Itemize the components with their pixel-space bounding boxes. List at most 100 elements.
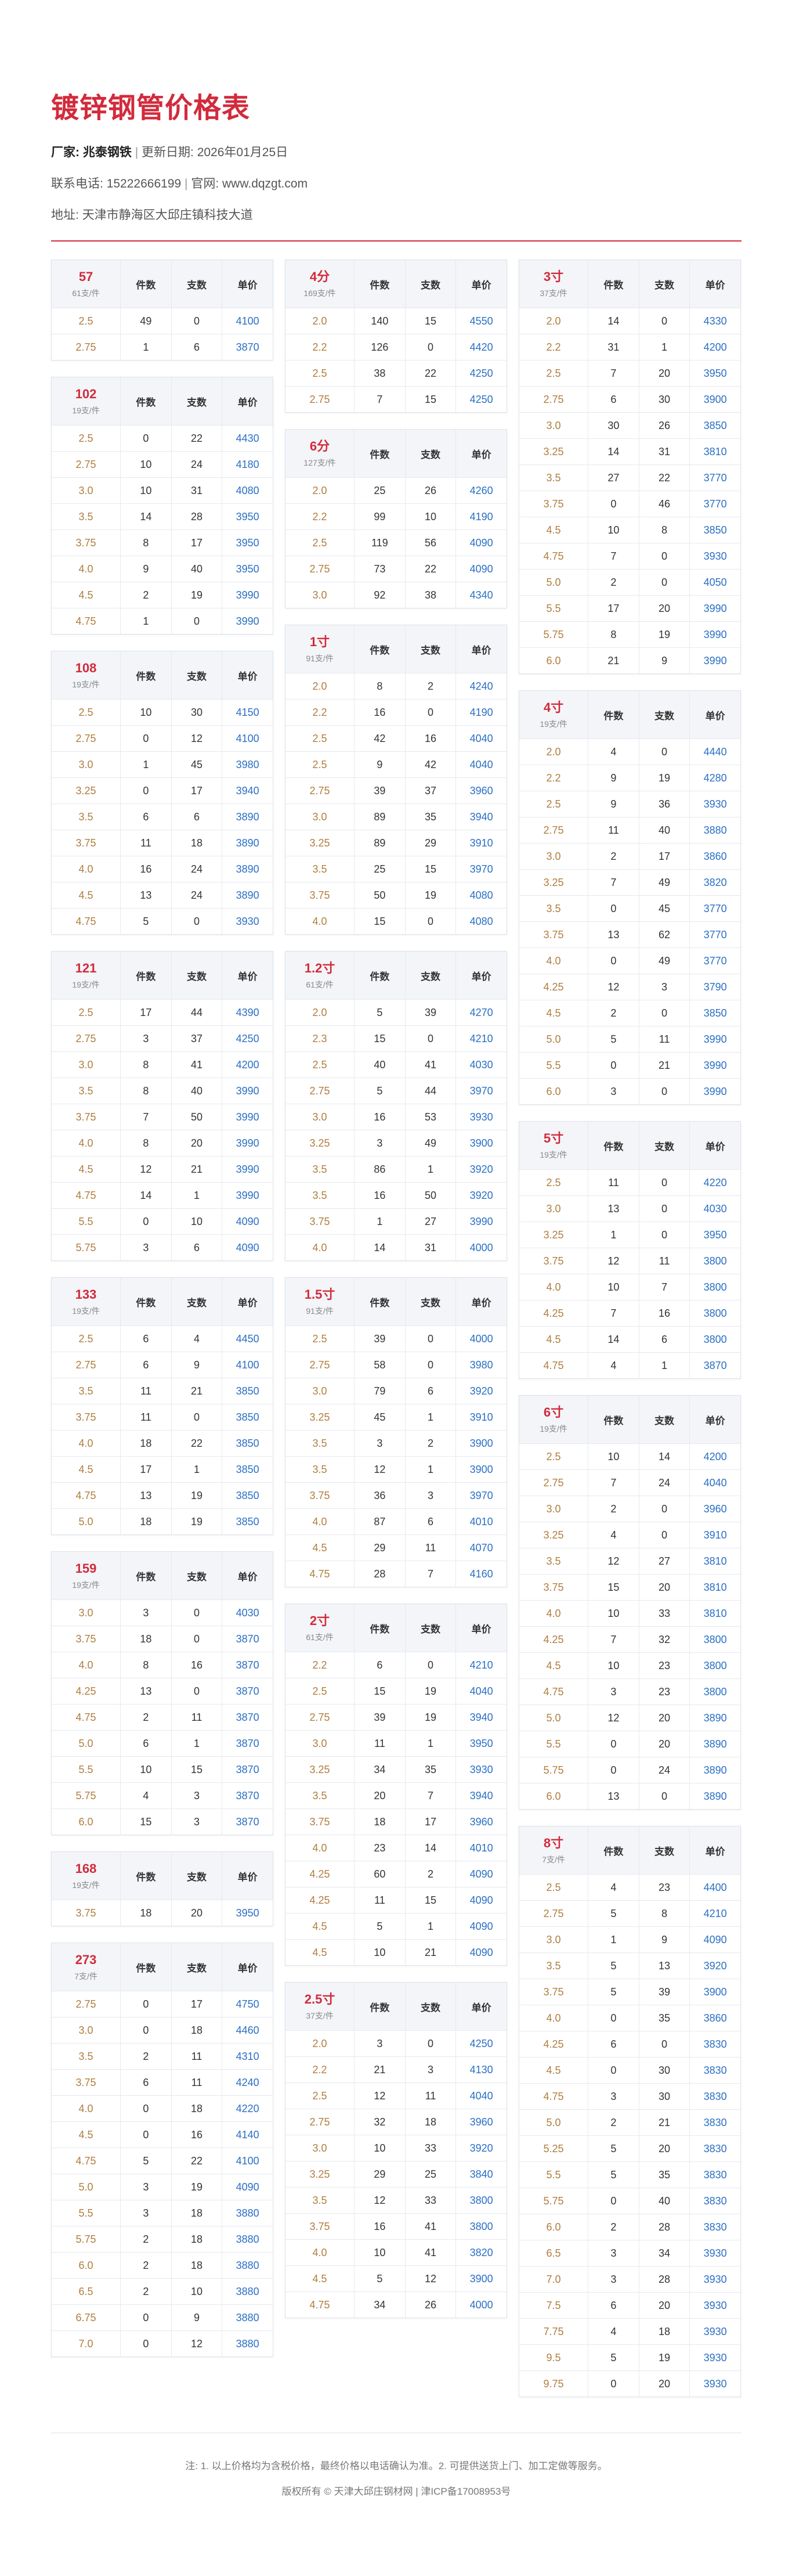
piece-count: 30 [638, 387, 690, 412]
pipe-size-name: 2寸 [309, 1613, 330, 1628]
pipe-size-name: 8寸 [543, 1836, 564, 1850]
table-row: 4.75 14 1 3990 [52, 1182, 273, 1208]
unit-price: 3770 [689, 896, 740, 921]
wall-thickness: 2.0 [312, 680, 327, 692]
unit-price: 3880 [222, 2226, 273, 2252]
bundle-count: 1 [588, 1222, 639, 1248]
piece-count: 35 [638, 2005, 690, 2031]
column-header-price: 单价 [689, 260, 740, 308]
piece-count: 0 [638, 1196, 690, 1222]
table-row: 3.0 13 0 4030 [519, 1195, 740, 1222]
piece-count: 20 [638, 2293, 690, 2318]
website-label: 官网: [191, 177, 219, 190]
piece-count: 0 [404, 1026, 456, 1051]
wall-thickness: 2.5 [78, 315, 93, 327]
table-header-size-cell: 1.5寸 91支/件 [285, 1278, 354, 1325]
wall-thickness: 4.75 [543, 1359, 564, 1371]
wall-thickness: 3.75 [543, 928, 564, 941]
wall-thickness: 3.75 [75, 1907, 96, 1919]
table-row: 3.0 10 33 3920 [285, 2135, 507, 2161]
piece-count: 1 [404, 1157, 456, 1182]
piece-count: 22 [404, 361, 456, 386]
bundle-count: 5 [354, 2266, 405, 2292]
unit-price: 4090 [222, 1235, 273, 1260]
wall-thickness: 5.0 [546, 576, 561, 588]
unit-price: 3850 [222, 1509, 273, 1534]
unit-price: 3850 [222, 1483, 273, 1508]
table-header: 8寸 7支/件 件数 支数 单价 [519, 1826, 740, 1874]
piece-count: 17 [638, 844, 690, 869]
unit-price: 4160 [455, 1561, 507, 1587]
unit-price: 4080 [455, 882, 507, 908]
bundle-count: 0 [588, 491, 639, 517]
table-header: 1.2寸 61支/件 件数 支数 单价 [285, 952, 507, 999]
bundle-count: 18 [120, 1509, 171, 1534]
wall-thickness: 2.75 [75, 732, 96, 744]
unit-price: 3960 [455, 1809, 507, 1835]
unit-price: 3830 [689, 2031, 740, 2057]
table-row: 2.75 10 24 4180 [52, 451, 273, 477]
bundle-count: 8 [120, 1078, 171, 1104]
column-header-count: 支数 [171, 1278, 222, 1325]
pieces-per-bundle: 19支/件 [72, 680, 100, 689]
wall-thickness: 3.5 [546, 1555, 561, 1567]
table-row: 4.0 18 22 3850 [52, 1430, 273, 1456]
wall-thickness: 3.5 [78, 1385, 93, 1397]
piece-count: 16 [638, 1300, 690, 1326]
piece-count: 0 [638, 2031, 690, 2057]
unit-price: 4030 [689, 1196, 740, 1222]
column-header-pieces: 件数 [354, 260, 405, 308]
table-row: 7.0 0 12 3880 [52, 2330, 273, 2357]
wall-thickness: 4.75 [75, 1189, 96, 1201]
bundle-count: 7 [588, 1470, 639, 1496]
pieces-per-bundle: 37支/件 [540, 289, 567, 298]
bundle-count: 12 [354, 2188, 405, 2213]
manufacturer-line: 厂家: 兆泰钢铁 | 更新日期: 2026年01月25日 [51, 144, 288, 161]
table-row: 3.5 11 21 3850 [52, 1378, 273, 1404]
table-row: 4.25 7 16 3800 [519, 1300, 740, 1326]
table-row: 3.0 0 18 4460 [52, 2017, 273, 2043]
table-row: 3.5 14 28 3950 [52, 503, 273, 529]
wall-thickness: 3.0 [312, 1385, 327, 1397]
piece-count: 44 [404, 1078, 456, 1104]
unit-price: 3950 [222, 1900, 273, 1926]
bundle-count: 5 [588, 2162, 639, 2188]
wall-thickness: 4.5 [78, 589, 93, 601]
table-row: 3.75 5 39 3900 [519, 1979, 740, 2005]
contact-line: 联系电话: 15222666199 | 官网: www.dqzgt.com [51, 175, 308, 193]
bundle-count: 87 [354, 1509, 405, 1534]
unit-price: 3930 [455, 1757, 507, 1782]
wall-thickness: 2.0 [312, 2037, 327, 2049]
table-row: 4.0 14 31 4000 [285, 1234, 507, 1260]
piece-count: 0 [404, 700, 456, 725]
bundle-count: 0 [120, 2096, 171, 2121]
bundle-count: 3 [120, 1026, 171, 1051]
wall-thickness: 4.75 [309, 1568, 330, 1580]
piece-count: 39 [638, 1979, 690, 2005]
wall-thickness: 3.75 [75, 1633, 96, 1645]
bundle-count: 34 [354, 1757, 405, 1782]
unit-price: 3770 [689, 465, 740, 491]
wall-thickness: 4.0 [546, 954, 561, 967]
bundle-count: 3 [588, 1679, 639, 1705]
column-header-price: 单价 [222, 1552, 273, 1599]
table-header-size-cell: 121 19支/件 [52, 952, 120, 999]
table-header: 1.5寸 91支/件 件数 支数 单价 [285, 1278, 507, 1325]
piece-count: 18 [404, 2109, 456, 2135]
unit-price: 4430 [222, 426, 273, 451]
piece-count: 62 [638, 922, 690, 947]
unit-price: 4260 [455, 478, 507, 503]
column-header-pieces: 件数 [588, 691, 639, 738]
column-header-price: 单价 [689, 1122, 740, 1169]
unit-price: 3990 [222, 1157, 273, 1182]
wall-thickness: 5.75 [75, 1241, 96, 1253]
wall-thickness: 4.25 [309, 1868, 330, 1880]
bundle-count: 13 [588, 1196, 639, 1222]
bundle-count: 27 [588, 465, 639, 491]
unit-price: 3870 [222, 334, 273, 360]
wall-thickness: 3.25 [75, 784, 96, 797]
unit-price: 3830 [689, 2058, 740, 2083]
piece-count: 11 [404, 2083, 456, 2109]
unit-price: 4090 [455, 1914, 507, 1939]
bundle-count: 2 [588, 1000, 639, 1026]
